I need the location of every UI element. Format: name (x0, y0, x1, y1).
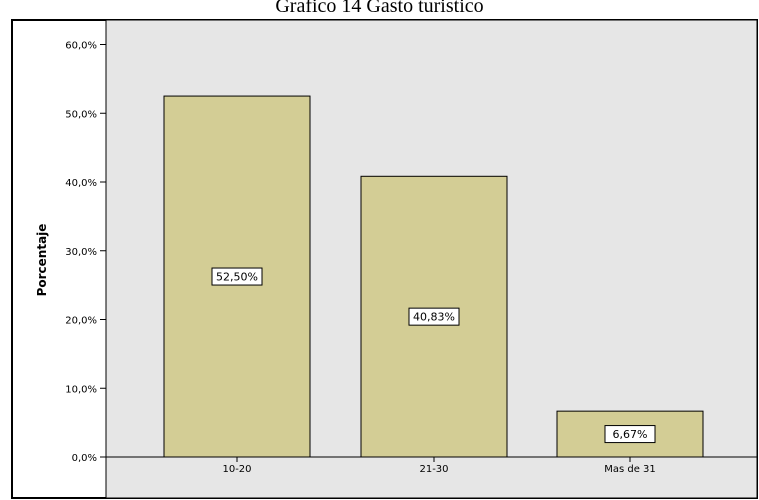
y-tick-label: 60,0% (65, 41, 97, 52)
data-label-box (408, 307, 460, 326)
data-label: 52,50% (216, 271, 258, 284)
x-tick-label: 10-20 (222, 464, 251, 475)
data-label: 6,67% (613, 428, 648, 441)
data-label-box (604, 425, 656, 444)
y-tick-label: 50,0% (65, 109, 97, 120)
x-tick-label: Mas de 31 (604, 464, 656, 475)
y-tick-label: 40,0% (65, 178, 97, 189)
chart-title: Grafico 14 Gasto turistico (275, 0, 484, 17)
data-label: 40,83% (413, 311, 455, 324)
y-axis-label: Porcentaje (35, 224, 49, 297)
y-tick-label: 10,0% (65, 384, 97, 395)
data-label-box (211, 267, 263, 286)
y-tick-label: 20,0% (65, 316, 97, 327)
y-tick-label: 30,0% (65, 247, 97, 258)
y-tick-label: 0,0% (72, 453, 97, 464)
x-tick-label: 21-30 (419, 464, 448, 475)
